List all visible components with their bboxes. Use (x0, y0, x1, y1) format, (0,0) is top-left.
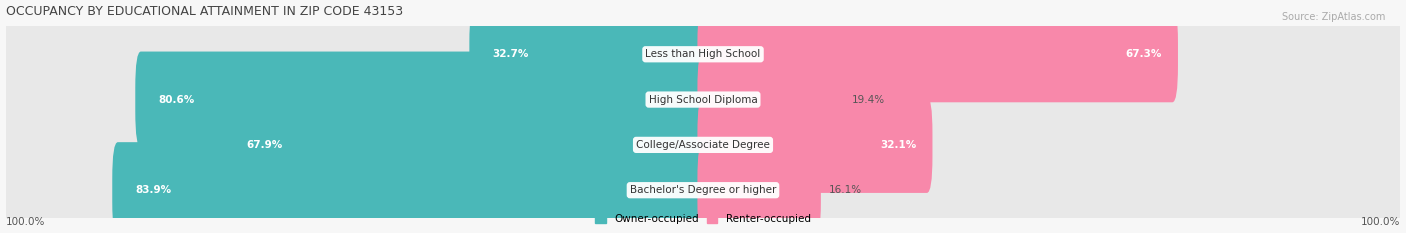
Text: 100.0%: 100.0% (6, 217, 45, 227)
Text: Source: ZipAtlas.com: Source: ZipAtlas.com (1281, 12, 1385, 22)
Text: 16.1%: 16.1% (830, 185, 862, 195)
FancyBboxPatch shape (1, 56, 1405, 143)
FancyBboxPatch shape (224, 97, 709, 193)
Text: 32.1%: 32.1% (880, 140, 917, 150)
FancyBboxPatch shape (697, 97, 932, 193)
Text: Bachelor's Degree or higher: Bachelor's Degree or higher (630, 185, 776, 195)
FancyBboxPatch shape (697, 6, 1178, 102)
Text: 100.0%: 100.0% (1361, 217, 1400, 227)
Text: 67.9%: 67.9% (247, 140, 283, 150)
Text: OCCUPANCY BY EDUCATIONAL ATTAINMENT IN ZIP CODE 43153: OCCUPANCY BY EDUCATIONAL ATTAINMENT IN Z… (6, 5, 402, 18)
Legend: Owner-occupied, Renter-occupied: Owner-occupied, Renter-occupied (591, 210, 815, 228)
Text: 80.6%: 80.6% (159, 95, 194, 105)
Text: Less than High School: Less than High School (645, 49, 761, 59)
FancyBboxPatch shape (1, 11, 1405, 98)
FancyBboxPatch shape (697, 142, 821, 233)
Text: College/Associate Degree: College/Associate Degree (636, 140, 770, 150)
FancyBboxPatch shape (135, 51, 709, 148)
Text: 83.9%: 83.9% (135, 185, 172, 195)
Text: 32.7%: 32.7% (492, 49, 529, 59)
FancyBboxPatch shape (697, 51, 844, 148)
FancyBboxPatch shape (470, 6, 709, 102)
FancyBboxPatch shape (112, 142, 709, 233)
Text: High School Diploma: High School Diploma (648, 95, 758, 105)
FancyBboxPatch shape (1, 147, 1405, 233)
FancyBboxPatch shape (1, 101, 1405, 188)
Text: 19.4%: 19.4% (852, 95, 886, 105)
Text: 67.3%: 67.3% (1126, 49, 1161, 59)
